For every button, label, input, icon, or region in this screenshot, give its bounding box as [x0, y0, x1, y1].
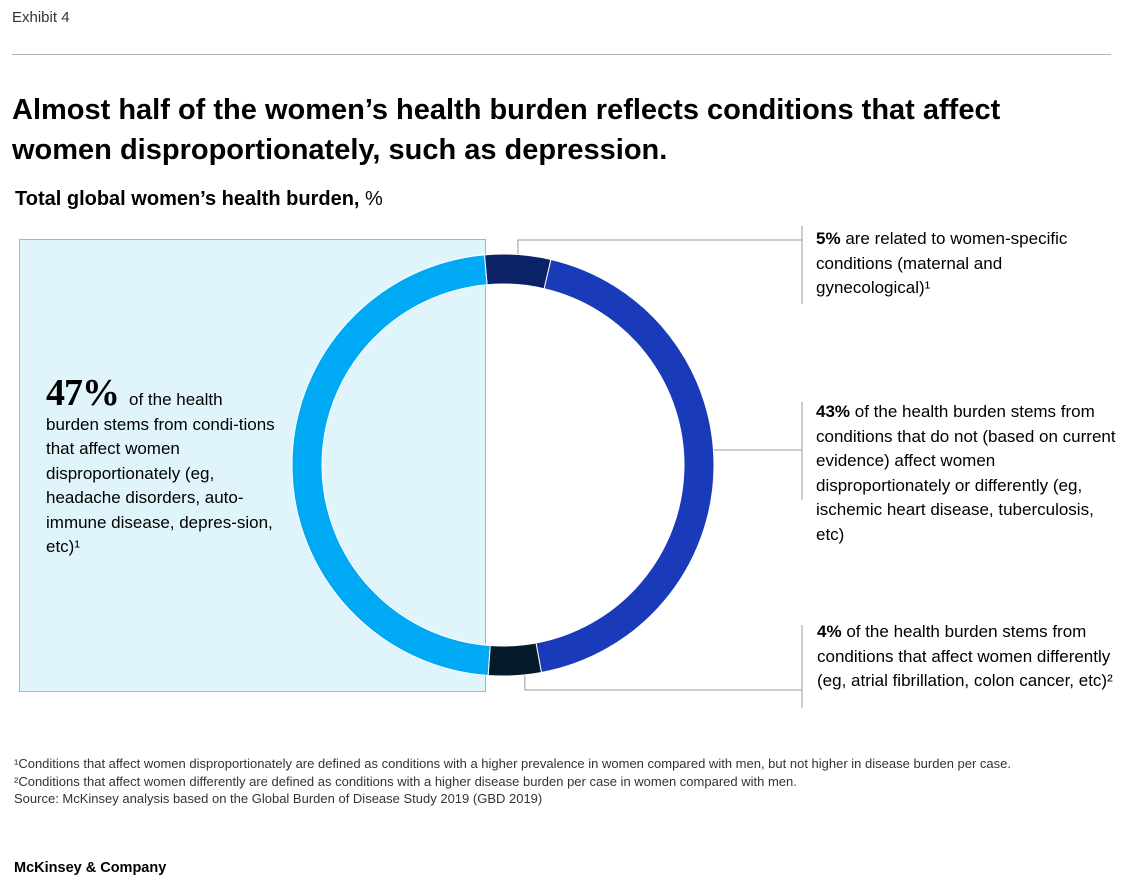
chart-headline: Almost half of the women’s health burden…	[12, 94, 1001, 166]
subtitle-unit: %	[365, 188, 383, 210]
brand-logo-text: McKinsey & Company	[14, 860, 167, 876]
footnote-2: ²Conditions that affect women differentl…	[14, 773, 797, 789]
annotation-disproportionate-text: of the health burden stems from condi-ti…	[46, 390, 275, 556]
segment-disproportionate	[291, 254, 491, 677]
footnote-1: ¹Conditions that affect women disproport…	[14, 756, 1012, 771]
annotation-differently: 4% of the health burden stems from condi…	[817, 620, 1117, 694]
leader-lines	[517, 226, 803, 708]
annotation-not-disproportionate-text: of the health burden stems from conditio…	[816, 402, 1116, 544]
annotation-disproportionate-pct: 47%	[46, 372, 120, 414]
segment-differently	[487, 642, 543, 677]
annotation-women-specific-text: are related to women-specific conditions…	[816, 229, 1068, 297]
leader-line-differently	[524, 675, 802, 691]
segment-not-disproportionate	[535, 258, 715, 674]
donut-segments	[291, 253, 715, 677]
segment-women-specific	[483, 253, 552, 290]
chart-subtitle: Total global women’s health burden, %	[15, 188, 383, 211]
annotation-not-disproportionate: 43% of the health burden stems from cond…	[816, 400, 1116, 547]
subtitle-bold: Total global women’s health burden,	[15, 188, 360, 210]
annotation-women-specific-pct: 5%	[816, 229, 841, 248]
leader-line-women-specific	[517, 239, 802, 255]
header-divider	[12, 54, 1111, 55]
annotation-disproportionate: 47% of the health burden stems from condi…	[46, 374, 278, 560]
annotation-women-specific: 5% are related to women-specific conditi…	[816, 227, 1086, 301]
footnotes: ¹Conditions that affect women disproport…	[14, 755, 1109, 808]
source-note: Source: McKinsey analysis based on the G…	[14, 791, 543, 806]
annotation-differently-text: of the health burden stems from conditio…	[817, 622, 1113, 690]
exhibit-label: Exhibit 4	[12, 9, 70, 26]
annotation-not-disproportionate-pct: 43%	[816, 402, 851, 421]
highlight-box	[19, 239, 486, 692]
annotation-differently-pct: 4%	[817, 622, 842, 641]
